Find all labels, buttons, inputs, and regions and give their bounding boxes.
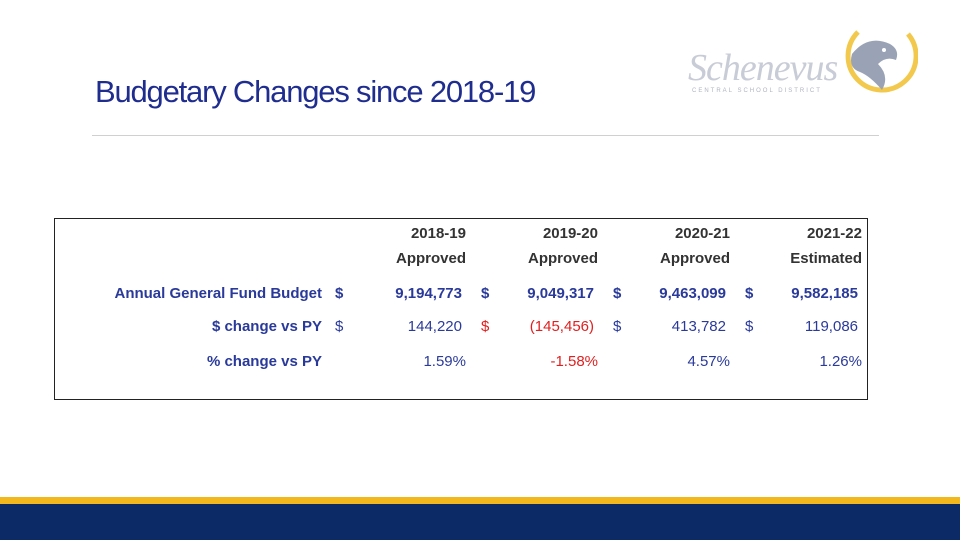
table-value: 1.26% [819, 353, 862, 370]
row-label: $ change vs PY [211, 318, 322, 335]
column-subheader: Estimated [790, 250, 862, 267]
currency-symbol: $ [335, 318, 344, 335]
currency-symbol: $ [335, 285, 344, 302]
table-value: 9,049,317 [527, 285, 594, 302]
row-label: Annual General Fund Budget [114, 285, 322, 302]
row-label: % change vs PY [206, 353, 322, 370]
currency-symbol: $ [481, 285, 490, 302]
currency-symbol: $ [745, 318, 754, 335]
table-value: 144,220 [407, 318, 462, 335]
table-value: 9,463,099 [659, 285, 726, 302]
table-frame [54, 218, 868, 400]
table-value: -1.58% [550, 353, 598, 370]
table-value: 119,086 [804, 318, 858, 335]
column-header: 2020-21 [674, 225, 730, 242]
divider [92, 135, 879, 136]
column-header: 2019-20 [542, 225, 598, 242]
column-subheader: Approved [395, 250, 466, 267]
table-value: (145,456) [529, 318, 594, 335]
column-subheader: Approved [527, 250, 598, 267]
logo-mark [845, 30, 918, 93]
table-value: 413,782 [671, 318, 726, 335]
currency-symbol: $ [481, 318, 490, 335]
footer-bar [0, 504, 960, 540]
table-value: 9,194,773 [395, 285, 462, 302]
footer-stripe [0, 497, 960, 504]
slide-title: Budgetary Changes since 2018-19 [95, 74, 536, 109]
logo-subtitle: CENTRAL SCHOOL DISTRICT [692, 88, 822, 94]
currency-symbol: $ [613, 285, 622, 302]
logo-name: Schenevus [688, 47, 838, 89]
column-header: 2021-22 [806, 225, 862, 242]
column-header: 2018-19 [410, 225, 466, 242]
table-value: 1.59% [423, 353, 466, 370]
table-value: 4.57% [687, 353, 730, 370]
table-value: 9,582,185 [791, 285, 858, 302]
currency-symbol: $ [745, 285, 754, 302]
column-subheader: Approved [659, 250, 730, 267]
currency-symbol: $ [613, 318, 622, 335]
